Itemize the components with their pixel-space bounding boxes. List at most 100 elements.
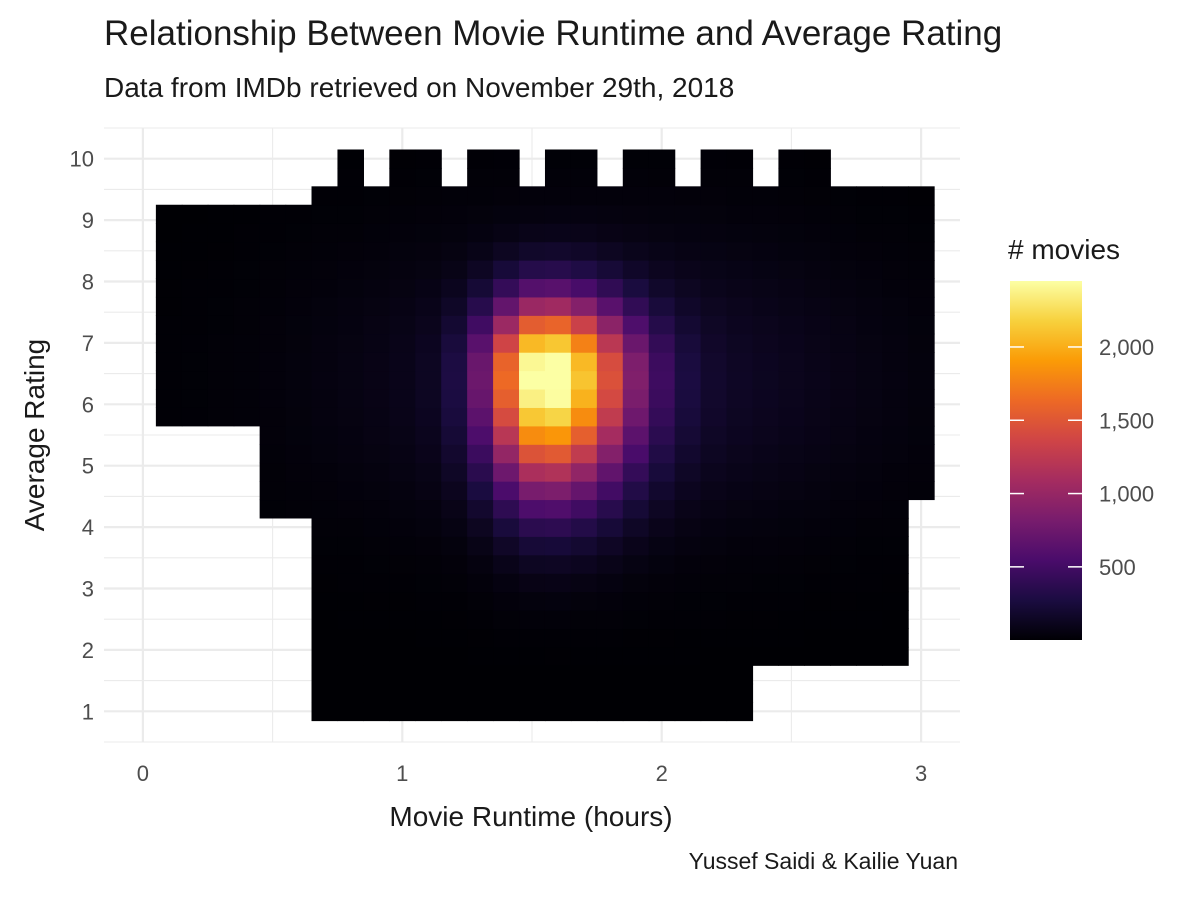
heatmap-cell	[596, 204, 624, 224]
heatmap-cell	[181, 352, 209, 372]
heatmap-cell	[570, 407, 598, 427]
heatmap-cell	[648, 444, 676, 464]
heatmap-cell	[726, 186, 754, 206]
heatmap-cell	[726, 628, 754, 648]
heatmap-cell	[752, 609, 780, 630]
heatmap-cell	[700, 186, 728, 206]
heatmap-cell	[570, 425, 598, 445]
heatmap-cell	[441, 260, 468, 280]
heatmap-cell	[233, 260, 261, 280]
heatmap-cell	[363, 223, 390, 243]
heatmap-cell	[389, 683, 416, 703]
heatmap-cell	[804, 646, 831, 666]
heatmap-cell	[596, 628, 624, 648]
heatmap-cell	[363, 646, 390, 666]
heatmap-cell	[778, 481, 805, 501]
heatmap-cell	[337, 554, 364, 574]
heatmap-cell	[467, 444, 494, 464]
heatmap-cell	[700, 499, 728, 519]
heatmap-cell	[700, 646, 728, 666]
heatmap-cell	[674, 683, 702, 703]
heatmap-cell	[415, 591, 442, 611]
heatmap-cell	[415, 186, 442, 206]
heatmap-cell	[622, 499, 650, 519]
heatmap-cell	[389, 204, 416, 224]
heatmap-cell	[804, 425, 831, 445]
heatmap-cell	[363, 370, 390, 390]
heatmap-cell	[882, 536, 909, 556]
heatmap-cell	[700, 425, 728, 445]
heatmap-cell	[726, 536, 754, 556]
heatmap-cell	[415, 499, 442, 519]
heatmap-cell	[415, 517, 442, 537]
heatmap-cell	[544, 554, 572, 574]
heatmap-cell	[363, 186, 390, 206]
heatmap-cell	[700, 481, 728, 501]
heatmap-cell	[830, 388, 857, 408]
heatmap-cell	[648, 425, 676, 445]
heatmap-cell	[700, 591, 728, 611]
heatmap-cell	[648, 204, 676, 224]
heatmap-cell	[726, 609, 754, 630]
heatmap-cell	[389, 554, 416, 574]
heatmap-cell	[467, 646, 494, 666]
y-tick-label: 5	[82, 454, 94, 479]
heatmap-cell	[337, 407, 364, 427]
heatmap-cell	[519, 425, 546, 445]
heatmap-cell	[700, 241, 728, 261]
heatmap-cell	[622, 370, 650, 390]
heatmap-cell	[726, 296, 754, 316]
heatmap-cell	[570, 683, 598, 703]
heatmap-cell	[570, 481, 598, 501]
heatmap-cell	[519, 481, 546, 501]
heatmap-cell	[596, 481, 624, 501]
heatmap-cell	[596, 573, 624, 593]
heatmap-cell	[648, 315, 676, 335]
heatmap-cell	[778, 591, 805, 611]
heatmap-cell	[441, 388, 468, 408]
heatmap-cell	[596, 241, 624, 261]
heatmap-cell	[752, 278, 780, 298]
heatmap-cell	[544, 315, 572, 335]
heatmap-cell	[856, 425, 883, 445]
heatmap-cell	[674, 591, 702, 611]
heatmap-cell	[233, 352, 261, 372]
heatmap-cell	[337, 591, 364, 611]
heatmap-cell	[155, 278, 183, 298]
heatmap-cell	[544, 609, 572, 630]
heatmap-cell	[337, 573, 364, 593]
heatmap-cell	[778, 407, 805, 427]
heatmap-cell	[648, 462, 676, 482]
heatmap-cell	[570, 223, 598, 243]
heatmap-cell	[752, 444, 780, 464]
heatmap-cell	[570, 462, 598, 482]
heatmap-cell	[285, 444, 313, 464]
heatmap-cell	[519, 223, 546, 243]
heatmap-cell	[570, 370, 598, 390]
heatmap-cell	[389, 702, 416, 722]
heatmap-cell	[648, 370, 676, 390]
heatmap-cell	[622, 702, 650, 722]
y-axis-title: Average Rating	[19, 339, 50, 532]
heatmap-cell	[415, 333, 442, 353]
heatmap-cell	[519, 683, 546, 703]
heatmap-cell	[285, 499, 313, 519]
heatmap-cell	[778, 241, 805, 261]
heatmap-cell	[752, 628, 780, 648]
heatmap-cell	[285, 425, 313, 445]
heatmap-cell	[778, 499, 805, 519]
heatmap-cell	[311, 388, 339, 408]
heatmap-cell	[674, 425, 702, 445]
heatmap-cell	[544, 186, 572, 206]
heatmap-cell	[467, 296, 494, 316]
heatmap-cell	[882, 315, 909, 335]
chart-title: Relationship Between Movie Runtime and A…	[104, 14, 1003, 53]
heatmap-cell	[415, 241, 442, 261]
heatmap-cell	[622, 481, 650, 501]
heatmap-cell	[389, 407, 416, 427]
heatmap-cell	[570, 517, 598, 537]
heatmap-cell	[856, 241, 883, 261]
heatmap-cell	[311, 499, 339, 519]
heatmap-cell	[622, 609, 650, 630]
